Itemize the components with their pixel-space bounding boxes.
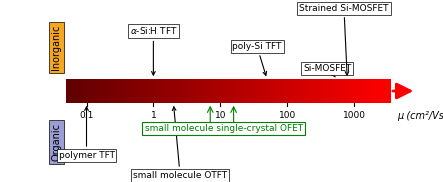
Text: 10: 10 — [214, 111, 226, 120]
Text: 1: 1 — [151, 111, 156, 120]
Text: 1000: 1000 — [342, 111, 365, 120]
Text: n: n — [208, 120, 213, 129]
Text: poly-Si TFT: poly-Si TFT — [232, 42, 282, 75]
Text: small molecule single-crystal OFET: small molecule single-crystal OFET — [144, 124, 303, 133]
Text: Si-MOSFET: Si-MOSFET — [303, 64, 351, 77]
Text: 0.1: 0.1 — [79, 111, 94, 120]
Text: p: p — [231, 120, 236, 129]
Text: Strained Si-MOSFET: Strained Si-MOSFET — [299, 4, 389, 75]
Text: 100: 100 — [279, 111, 296, 120]
Text: μ (cm²/Vs): μ (cm²/Vs) — [397, 111, 443, 121]
Text: small molecule OTFT: small molecule OTFT — [133, 107, 227, 180]
Text: $\alpha$-Si:H TFT: $\alpha$-Si:H TFT — [129, 25, 177, 75]
Text: Inorganic: Inorganic — [51, 25, 62, 70]
Text: polymer TFT: polymer TFT — [58, 107, 114, 160]
Text: Organic: Organic — [51, 123, 62, 161]
